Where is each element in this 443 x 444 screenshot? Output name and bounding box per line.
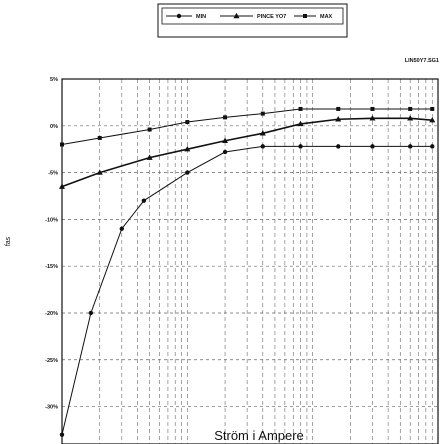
legend-inner-box bbox=[161, 7, 344, 25]
y-tick-label: 0% bbox=[50, 124, 58, 130]
data-point-pince-yo7 bbox=[429, 116, 436, 123]
data-point-max bbox=[298, 106, 303, 111]
y-tick-label: -15% bbox=[45, 264, 58, 270]
y-tick-label: -25% bbox=[45, 358, 58, 364]
data-point-pince-yo7 bbox=[96, 169, 103, 175]
data-point-max bbox=[60, 142, 64, 147]
data-point-min bbox=[430, 144, 435, 149]
data-point-pince-yo7 bbox=[335, 116, 342, 122]
data-point-min bbox=[298, 144, 303, 149]
data-point-max bbox=[336, 106, 341, 111]
data-point-pince-yo7 bbox=[259, 130, 266, 136]
data-point-max bbox=[147, 127, 152, 132]
legend: MIN PINCE YO7 MAX bbox=[157, 3, 348, 38]
data-point-min bbox=[222, 149, 228, 155]
data-point-pince-yo7 bbox=[297, 120, 304, 127]
legend-box bbox=[157, 3, 348, 38]
data-point-min bbox=[407, 144, 413, 149]
legend-label: MAX bbox=[320, 14, 333, 20]
data-point-max bbox=[408, 106, 413, 111]
series-layer bbox=[59, 106, 436, 437]
legend-marker bbox=[176, 13, 182, 19]
data-point-min bbox=[185, 170, 190, 175]
data-point-max bbox=[223, 115, 228, 120]
legend-label: PINCE YO7 bbox=[257, 14, 286, 20]
series-max bbox=[60, 106, 435, 147]
file-id-label: LIN50Y7.SG1 bbox=[405, 58, 439, 64]
x-axis-label: Ström i Ampere bbox=[214, 428, 304, 443]
data-point-max bbox=[370, 106, 375, 111]
data-point-pince-yo7 bbox=[146, 154, 153, 160]
y-tick-label: 5% bbox=[50, 77, 58, 83]
plot-frame bbox=[61, 78, 439, 444]
data-point-max bbox=[185, 120, 190, 125]
data-point-pince-yo7 bbox=[222, 137, 229, 143]
legend-marker bbox=[303, 14, 307, 18]
data-point-min bbox=[370, 144, 375, 149]
y-axis-label: fas bbox=[5, 236, 12, 246]
data-point-min bbox=[119, 226, 124, 231]
y-tick-label: -20% bbox=[45, 311, 58, 317]
series-min bbox=[59, 144, 435, 437]
y-tick-label: -10% bbox=[45, 217, 58, 223]
legend-label: MIN bbox=[196, 14, 206, 20]
data-point-min bbox=[141, 198, 147, 203]
grid bbox=[62, 78, 438, 444]
data-point-max bbox=[97, 135, 102, 140]
series-line bbox=[61, 145, 433, 435]
data-point-min bbox=[88, 310, 94, 316]
series-pince-yo7 bbox=[59, 115, 436, 189]
legend-marker bbox=[233, 12, 240, 19]
data-point-max bbox=[430, 106, 435, 111]
data-point-min bbox=[260, 144, 265, 149]
data-point-pince-yo7 bbox=[369, 115, 376, 121]
data-point-max bbox=[260, 111, 265, 116]
data-point-min bbox=[59, 432, 65, 437]
data-point-pince-yo7 bbox=[407, 115, 414, 121]
y-tick-label: -30% bbox=[45, 405, 58, 411]
data-point-pince-yo7 bbox=[184, 145, 191, 152]
data-point-pince-yo7 bbox=[59, 183, 65, 189]
data-point-min bbox=[336, 144, 341, 149]
y-axis-ticks: 5% 0% -5% -10% -15% -20% -25% -30% bbox=[45, 77, 58, 411]
y-tick-label: -5% bbox=[48, 171, 58, 177]
